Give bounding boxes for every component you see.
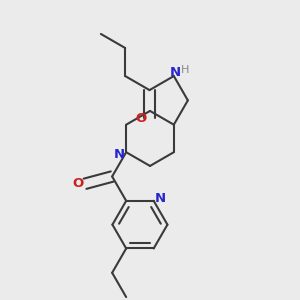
Text: O: O (72, 177, 83, 190)
Text: N: N (155, 192, 166, 205)
Text: N: N (113, 148, 124, 161)
Text: N: N (169, 66, 180, 79)
Text: H: H (181, 65, 190, 75)
Text: O: O (136, 112, 147, 125)
